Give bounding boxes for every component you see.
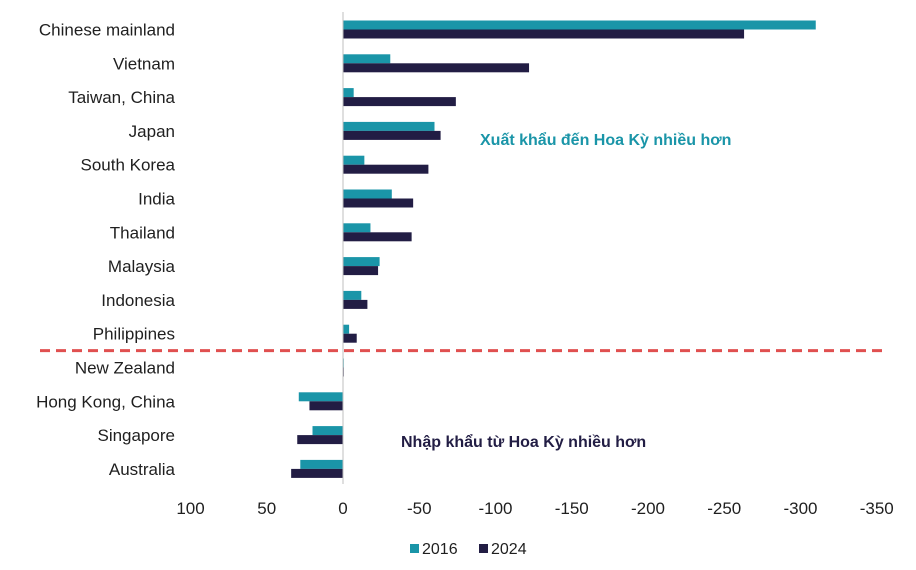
bar-2024 xyxy=(309,401,343,411)
category-label: Japan xyxy=(129,122,175,141)
annotation-import: Nhập khẩu từ Hoa Kỳ nhiều hơn xyxy=(401,433,646,451)
bar-2016 xyxy=(343,54,391,64)
bar-2016 xyxy=(343,290,362,300)
x-tick-label: -250 xyxy=(707,499,741,518)
x-tick-label: -300 xyxy=(783,499,817,518)
bar-2024 xyxy=(343,266,379,276)
bar-2024 xyxy=(343,198,414,208)
bar-2016 xyxy=(343,257,380,267)
bar-2016 xyxy=(298,392,343,402)
x-tick-label: -100 xyxy=(478,499,512,518)
bar-2016 xyxy=(300,459,343,469)
category-label: Indonesia xyxy=(101,291,175,310)
legend: 2016 2024 xyxy=(410,541,527,558)
bar-2024 xyxy=(343,164,429,174)
x-tick-label: 0 xyxy=(338,499,347,518)
x-tick-label: -50 xyxy=(407,499,432,518)
category-label: Malaysia xyxy=(108,257,176,276)
legend-swatch-2024 xyxy=(479,544,488,553)
bar-2024 xyxy=(297,435,343,445)
bar-2024 xyxy=(343,97,456,107)
category-label: India xyxy=(138,190,175,209)
category-label: Hong Kong, China xyxy=(36,392,175,411)
bar-2016 xyxy=(343,324,350,334)
bar-2016 xyxy=(312,426,343,436)
bar-2024 xyxy=(343,63,530,73)
category-label: Thailand xyxy=(110,223,175,242)
x-tick-label: -200 xyxy=(631,499,665,518)
category-label: New Zealand xyxy=(75,359,175,378)
bars xyxy=(291,20,816,478)
bar-2016 xyxy=(343,20,816,30)
category-label: South Korea xyxy=(80,156,175,175)
category-label: Taiwan, China xyxy=(68,88,175,107)
bar-2016 xyxy=(343,223,371,233)
bar-2016 xyxy=(343,189,392,199)
legend-label-2024: 2024 xyxy=(491,541,527,558)
x-tick-label: -350 xyxy=(860,499,894,518)
category-label: Australia xyxy=(109,460,176,479)
category-label: Philippines xyxy=(93,325,175,344)
bar-2016 xyxy=(343,155,365,165)
legend-label-2016: 2016 xyxy=(422,541,458,558)
annotation-export: Xuất khẩu đến Hoa Kỳ nhiều hơn xyxy=(480,131,731,149)
bar-2016 xyxy=(343,121,435,131)
x-tick-label: 50 xyxy=(257,499,276,518)
category-labels: Chinese mainland Vietnam Taiwan, China Japa… xyxy=(36,21,175,479)
bar-2024 xyxy=(291,468,343,478)
x-tick-label: 100 xyxy=(176,499,204,518)
bar-2024 xyxy=(343,333,357,343)
legend-swatch-2016 xyxy=(410,544,419,553)
category-label: Singapore xyxy=(97,426,175,445)
category-label: Vietnam xyxy=(113,54,175,73)
bar-2016 xyxy=(343,88,354,98)
x-axis-tick-labels: 100 50 0 -50 -100 -150 -200 -250 -300 -350 xyxy=(176,499,893,518)
bar-2024 xyxy=(343,232,412,242)
category-label: Chinese mainland xyxy=(39,21,175,40)
x-tick-label: -150 xyxy=(555,499,589,518)
bar-2024 xyxy=(343,299,368,309)
bar-2024 xyxy=(343,130,441,140)
bar-2024 xyxy=(343,29,745,39)
